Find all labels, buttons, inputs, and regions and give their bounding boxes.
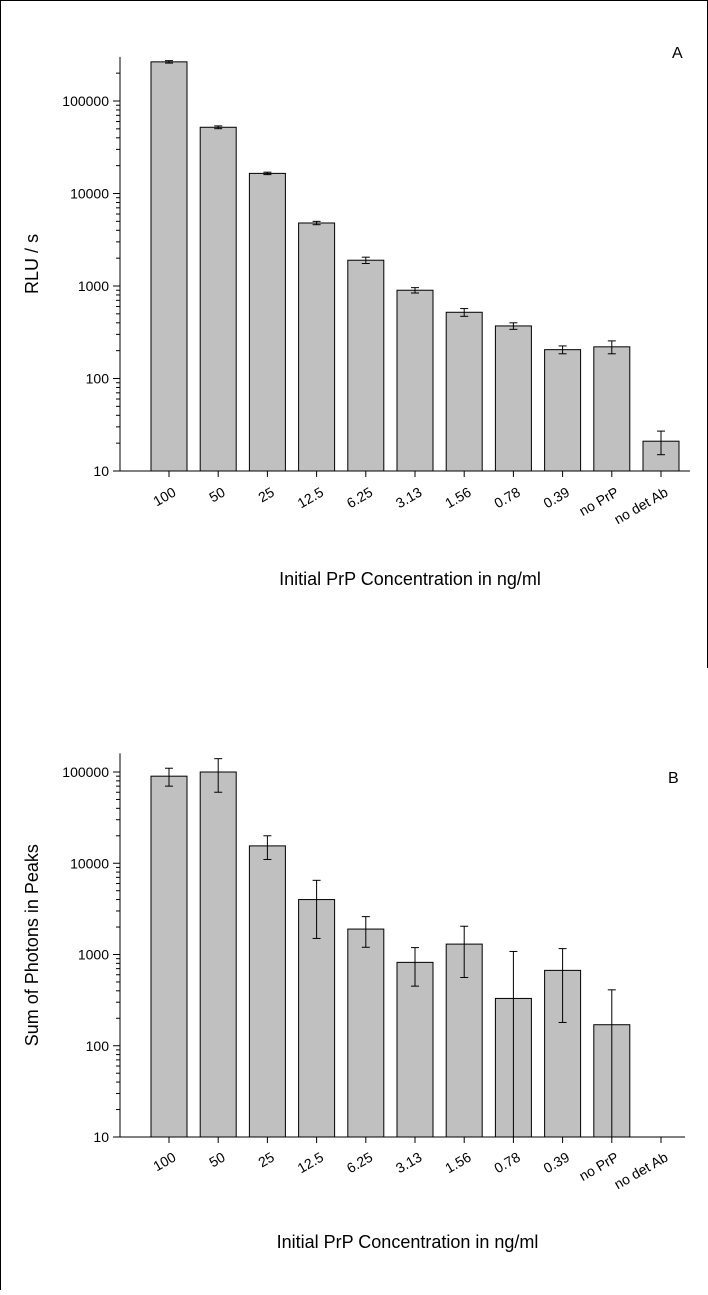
bar (248, 845, 286, 1138)
x-tick-label: 0.78 (491, 484, 523, 512)
bar (445, 311, 483, 472)
y-tick-label: 10000 (70, 186, 109, 202)
bar (396, 961, 434, 1138)
chart-panel-a: 10 100 1000 10000 100000 100 50 25 12.5 6.25 3.13 1… (22, 45, 690, 589)
chart-panel-b: 10 100 1000 10000 100000 100 50 25 12.5 6.25 3.13 1… (22, 753, 685, 1252)
x-tick-label: 100 (150, 484, 178, 510)
bar (494, 325, 532, 472)
x-tick-label: no det Ab (611, 1149, 670, 1193)
x-tick-label: 6.25 (344, 1149, 376, 1177)
y-tick-label: 10000 (70, 855, 109, 871)
x-tick-label: 0.39 (541, 484, 573, 512)
x-tick-label: 6.25 (344, 484, 376, 512)
bar (150, 61, 188, 472)
y-axis-title: Sum of Photons in Peaks (22, 844, 42, 1046)
y-tick-label: 100 (86, 371, 110, 387)
bar (347, 928, 385, 1138)
y-tick-label: 100000 (62, 764, 109, 780)
x-tick-label: 12.5 (295, 1149, 327, 1177)
y-tick-label: 1000 (78, 947, 109, 963)
y-tick-label: 10 (93, 463, 109, 479)
bar (347, 259, 385, 472)
bar (593, 346, 631, 472)
x-axis-title: Initial PrP Concentration in ng/ml (277, 1232, 539, 1252)
y-tick-label: 100 (86, 1038, 110, 1054)
x-tick-label: 50 (206, 1149, 228, 1171)
bar (199, 771, 237, 1138)
bar (248, 172, 286, 472)
panel-letter: B (668, 770, 679, 787)
x-axis-title: Initial PrP Concentration in ng/ml (279, 569, 541, 589)
bar (396, 289, 434, 472)
x-tick-label: 0.78 (491, 1149, 523, 1177)
panel-letter: A (672, 45, 683, 62)
y-tick-label: 100000 (62, 93, 109, 109)
x-tick-label: 12.5 (295, 484, 327, 512)
x-tick-label: 1.56 (442, 484, 474, 512)
bar (150, 775, 188, 1138)
x-tick-label: 1.56 (442, 1149, 474, 1177)
bar (298, 899, 336, 1138)
x-tick-label: 100 (150, 1149, 178, 1175)
x-tick-label: 0.39 (541, 1149, 573, 1177)
bar (298, 222, 336, 472)
x-tick-label: no det Ab (611, 484, 670, 528)
y-tick-label: 10 (93, 1129, 109, 1145)
x-tick-label: 3.13 (393, 1149, 425, 1177)
bar (199, 126, 237, 472)
x-tick-label: 25 (255, 1149, 277, 1171)
x-tick-label: 3.13 (393, 484, 425, 512)
bar (544, 349, 582, 472)
x-tick-label: 25 (255, 484, 277, 506)
x-tick-label: 50 (206, 484, 228, 506)
y-tick-label: 1000 (78, 278, 109, 294)
y-axis-title: RLU / s (22, 234, 42, 294)
